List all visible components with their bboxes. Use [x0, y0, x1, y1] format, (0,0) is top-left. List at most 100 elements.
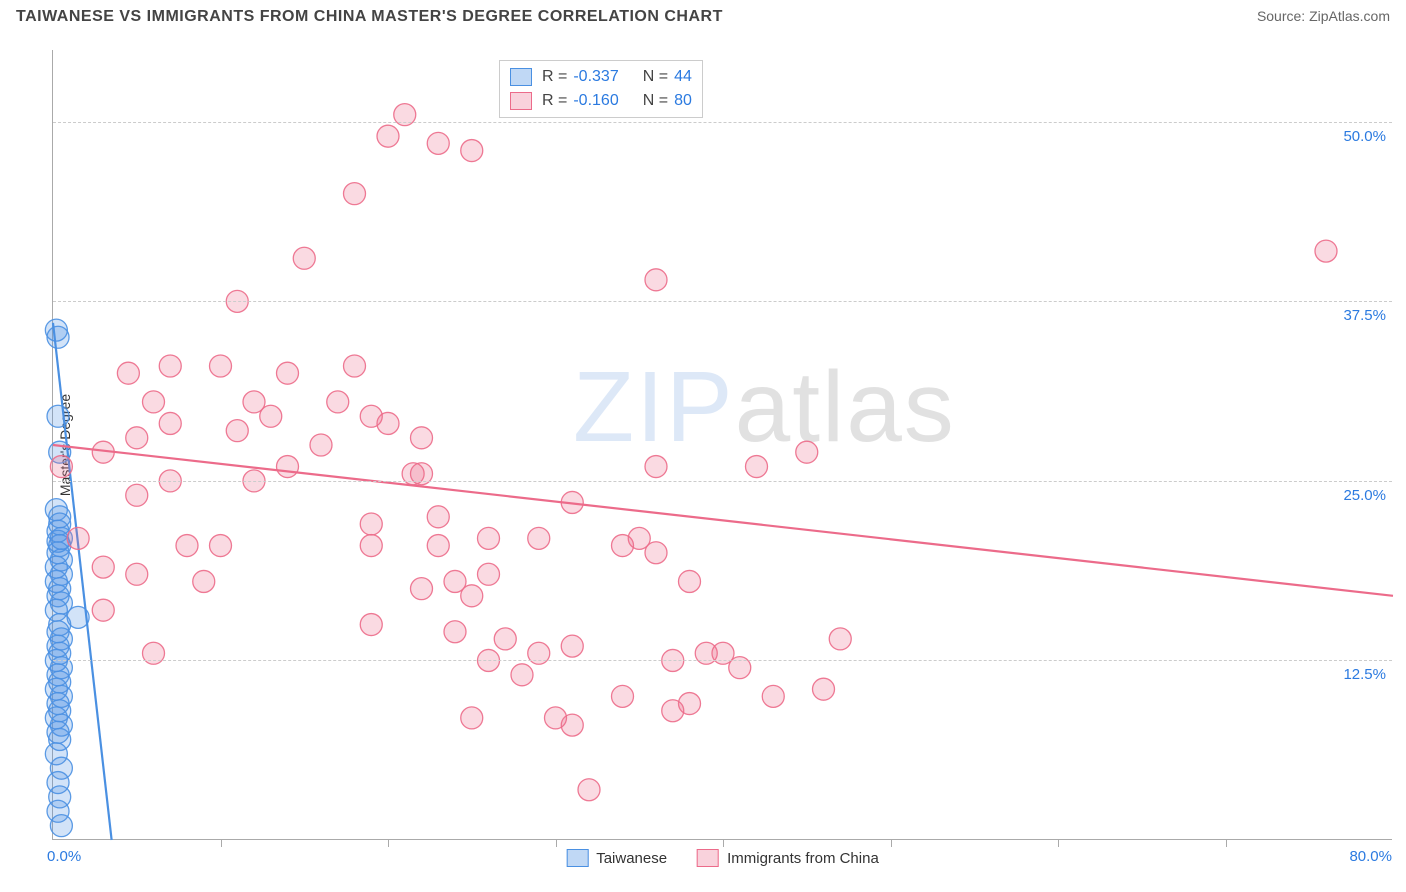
- x-tick: [221, 839, 222, 847]
- data-point: [377, 412, 399, 434]
- data-point: [260, 405, 282, 427]
- data-point: [829, 628, 851, 650]
- data-point: [50, 456, 72, 478]
- data-point: [360, 614, 382, 636]
- data-point: [645, 269, 667, 291]
- data-point: [561, 635, 583, 657]
- data-point: [360, 535, 382, 557]
- y-tick-label: 50.0%: [1343, 128, 1386, 145]
- data-point: [277, 362, 299, 384]
- data-point: [511, 664, 533, 686]
- y-tick-label: 12.5%: [1343, 666, 1386, 683]
- data-point: [310, 434, 332, 456]
- data-point: [444, 621, 466, 643]
- data-point: [578, 779, 600, 801]
- data-point: [494, 628, 516, 650]
- stats-row: R =-0.160 N =80: [510, 89, 692, 113]
- legend-swatch: [510, 92, 532, 110]
- data-point: [478, 527, 500, 549]
- data-point: [143, 391, 165, 413]
- data-point: [92, 599, 114, 621]
- data-point: [377, 125, 399, 147]
- data-point: [117, 362, 139, 384]
- data-point: [411, 427, 433, 449]
- data-point: [327, 391, 349, 413]
- chart-svg: [53, 50, 1392, 839]
- x-tick: [556, 839, 557, 847]
- legend-swatch: [510, 68, 532, 86]
- data-point: [210, 355, 232, 377]
- data-point: [461, 585, 483, 607]
- x-tick: [1058, 839, 1059, 847]
- data-point: [159, 412, 181, 434]
- trend-line: [53, 445, 1393, 596]
- data-point: [645, 542, 667, 564]
- data-point: [344, 355, 366, 377]
- data-point: [50, 815, 72, 837]
- gridline: [53, 660, 1392, 661]
- data-point: [344, 183, 366, 205]
- data-point: [427, 506, 449, 528]
- data-point: [679, 693, 701, 715]
- data-point: [427, 132, 449, 154]
- x-tick: [388, 839, 389, 847]
- data-point: [67, 527, 89, 549]
- data-point: [796, 441, 818, 463]
- data-point: [762, 685, 784, 707]
- source-label: Source: ZipAtlas.com: [1257, 8, 1390, 24]
- legend-item: Taiwanese: [566, 849, 667, 867]
- data-point: [126, 563, 148, 585]
- stat-n: N =44: [643, 65, 692, 89]
- x-tick: [891, 839, 892, 847]
- x-min-label: 0.0%: [47, 848, 81, 865]
- data-point: [528, 527, 550, 549]
- data-point: [277, 456, 299, 478]
- stats-row: R =-0.337 N =44: [510, 65, 692, 89]
- data-point: [813, 678, 835, 700]
- legend-label: Taiwanese: [596, 850, 667, 867]
- legend-swatch: [566, 849, 588, 867]
- legend-item: Immigrants from China: [697, 849, 879, 867]
- chart-header: TAIWANESE VS IMMIGRANTS FROM CHINA MASTE…: [0, 0, 1406, 30]
- data-point: [47, 405, 69, 427]
- stat-n: N =80: [643, 89, 692, 113]
- legend-label: Immigrants from China: [727, 850, 879, 867]
- data-point: [92, 556, 114, 578]
- stat-r: R =-0.337: [542, 65, 619, 89]
- data-point: [478, 563, 500, 585]
- data-point: [461, 140, 483, 162]
- stat-r: R =-0.160: [542, 89, 619, 113]
- data-point: [645, 456, 667, 478]
- plot-area: ZIPatlas R =-0.337N =44R =-0.160N =80 Ta…: [52, 50, 1392, 840]
- data-point: [47, 326, 69, 348]
- x-tick: [1226, 839, 1227, 847]
- gridline: [53, 301, 1392, 302]
- legend-swatch: [697, 849, 719, 867]
- stats-box: R =-0.337 N =44 R =-0.160 N =80: [499, 60, 703, 118]
- data-point: [427, 535, 449, 557]
- data-point: [561, 714, 583, 736]
- gridline: [53, 481, 1392, 482]
- data-point: [360, 513, 382, 535]
- data-point: [126, 484, 148, 506]
- data-point: [293, 247, 315, 269]
- data-point: [176, 535, 198, 557]
- y-tick-label: 37.5%: [1343, 307, 1386, 324]
- gridline: [53, 122, 1392, 123]
- data-point: [679, 570, 701, 592]
- data-point: [612, 685, 634, 707]
- data-point: [210, 535, 232, 557]
- data-point: [193, 570, 215, 592]
- data-point: [226, 420, 248, 442]
- data-point: [411, 578, 433, 600]
- y-tick-label: 25.0%: [1343, 487, 1386, 504]
- data-point: [1315, 240, 1337, 262]
- data-point: [126, 427, 148, 449]
- bottom-legend: Taiwanese Immigrants from China: [566, 849, 879, 867]
- data-point: [159, 355, 181, 377]
- chart-title: TAIWANESE VS IMMIGRANTS FROM CHINA MASTE…: [16, 8, 723, 26]
- data-point: [47, 530, 69, 552]
- x-max-label: 80.0%: [1349, 848, 1392, 865]
- x-tick: [723, 839, 724, 847]
- data-point: [746, 456, 768, 478]
